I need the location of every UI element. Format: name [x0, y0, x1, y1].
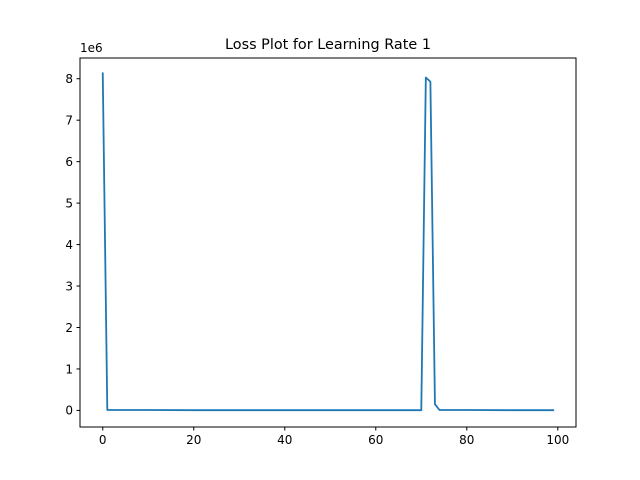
x-tick-label-3: 60	[368, 433, 383, 447]
plot-lines	[101, 72, 555, 412]
y-tick-label-7: 7	[65, 113, 73, 127]
y-offset-label: 1e6	[80, 41, 103, 55]
y-axis-ticks: 0 1 2 3 4 5 6 7 8	[65, 72, 80, 418]
y-tick-label-8: 8	[65, 72, 73, 86]
chart-title: Loss Plot for Learning Rate 1	[225, 37, 431, 53]
x-tick-label-5: 100	[546, 433, 569, 447]
y-tick-label-0: 0	[65, 404, 73, 418]
x-tick-label-1: 20	[186, 433, 201, 447]
y-tick-label-1: 1	[65, 362, 73, 376]
loss-series-line-0	[101, 72, 555, 412]
plot-frame	[79, 57, 577, 428]
y-tick-label-5: 5	[65, 196, 73, 210]
x-axis-ticks: 0 20 40 60 80 100	[99, 427, 569, 447]
x-tick-label-2: 40	[277, 433, 292, 447]
y-tick-label-6: 6	[65, 155, 73, 169]
x-tick-label-4: 80	[459, 433, 474, 447]
y-tick-label-3: 3	[65, 279, 73, 293]
x-tick-label-0: 0	[99, 433, 107, 447]
y-tick-label-4: 4	[65, 238, 73, 252]
y-tick-label-2: 2	[65, 321, 73, 335]
